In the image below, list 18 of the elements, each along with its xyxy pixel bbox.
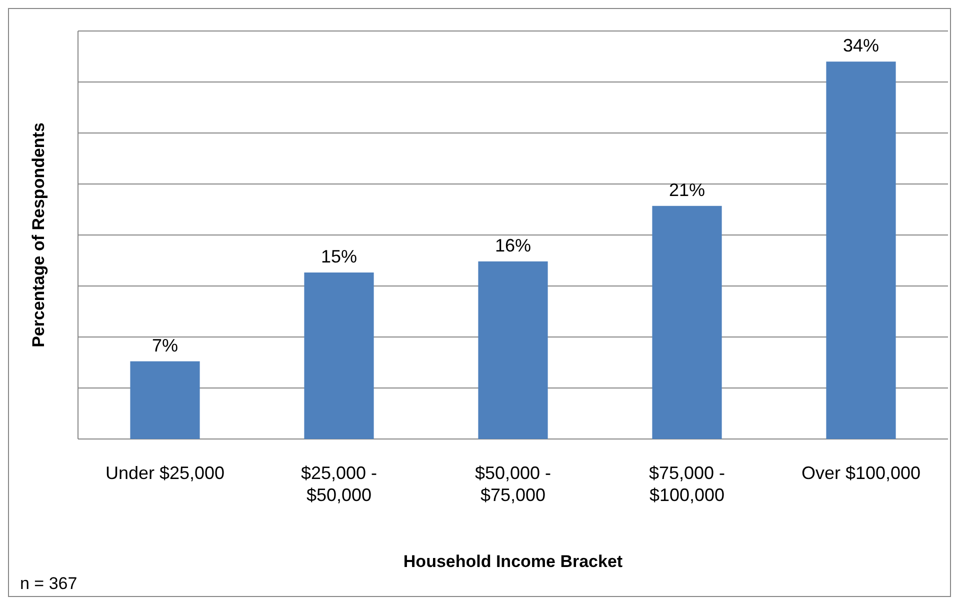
- data-label: 16%: [494, 235, 532, 256]
- bar: [478, 261, 548, 439]
- data-label: 7%: [152, 335, 178, 356]
- bar: [304, 272, 374, 439]
- x-tick-label: Over $100,000: [801, 463, 921, 483]
- data-label: 15%: [320, 246, 358, 266]
- x-tick-label: Under $25,000: [105, 463, 225, 483]
- bar: [826, 62, 896, 439]
- data-label: 21%: [668, 180, 706, 200]
- bar: [652, 206, 722, 439]
- x-tick-label: $50,000 - $75,000: [474, 463, 552, 505]
- x-tick-label: $25,000 - $50,000: [300, 463, 378, 505]
- data-label: 34%: [842, 36, 880, 56]
- x-axis-title: Household Income Bracket: [403, 552, 623, 571]
- x-tick-label: $75,000 - $100,000: [648, 463, 726, 505]
- y-axis-title: Percentage of Respondents: [29, 122, 48, 348]
- text: n = 367: [20, 574, 78, 593]
- bar: [130, 361, 200, 439]
